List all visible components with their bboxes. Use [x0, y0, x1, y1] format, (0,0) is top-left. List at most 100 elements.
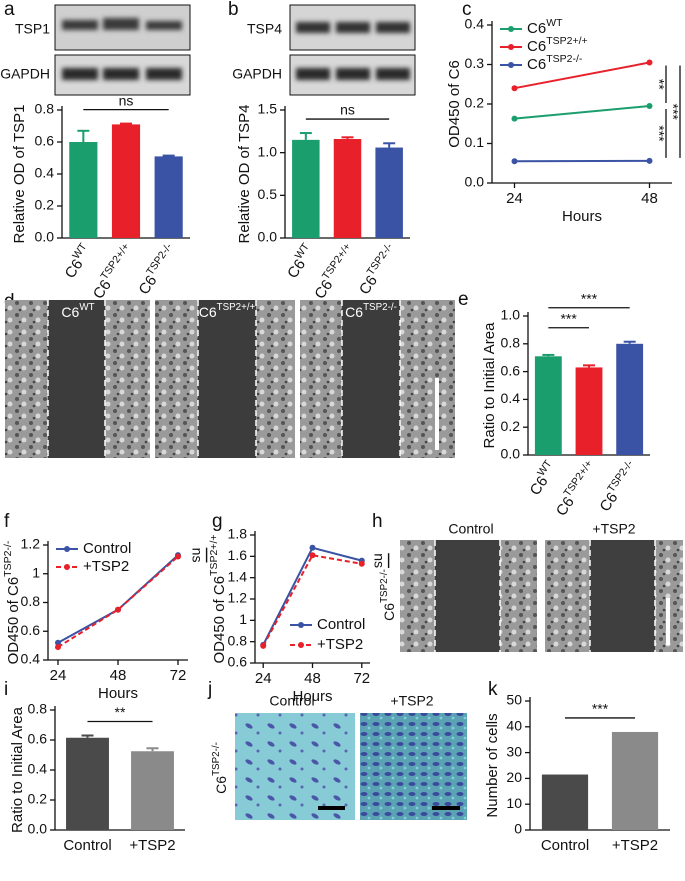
- x-axis-label: Hours: [562, 208, 602, 225]
- legend-label: Control: [83, 540, 131, 557]
- y-tick-label: 30: [506, 743, 522, 759]
- bar: [131, 751, 174, 830]
- column-label: C6TSP2-/-: [345, 302, 397, 320]
- y-tick-label: 1.2: [228, 590, 248, 606]
- bar: [111, 124, 141, 238]
- x-tick-label: 48: [304, 670, 321, 687]
- x-tick-label: C6WT: [59, 241, 96, 282]
- data-point: [511, 158, 518, 165]
- y-axis-label: Ratio to Initial Area: [481, 322, 498, 449]
- data-point: [646, 102, 653, 109]
- data-point: [55, 639, 61, 646]
- data-point: [646, 157, 653, 164]
- x-tick-label: 48: [110, 667, 127, 684]
- x-tick-label-base: C6: [62, 256, 87, 281]
- y-tick-label: 0.8: [228, 632, 248, 648]
- data-point: [511, 115, 518, 122]
- bar: [534, 356, 562, 455]
- y-tick-label: 0.8: [35, 101, 55, 117]
- y-tick-label: 0.4: [501, 390, 521, 406]
- series-line: [262, 554, 362, 647]
- y-tick-label: 10: [506, 795, 522, 811]
- legend-marker: [64, 546, 70, 552]
- legend-label: +TSP2: [83, 558, 129, 575]
- x-tick-label-sup: TSP2+/+: [561, 458, 595, 499]
- y-tick-label: 0.1: [465, 134, 485, 150]
- legend-label-base: C6: [527, 56, 546, 73]
- column-label-base: C6: [345, 304, 363, 320]
- y-tick-label: 0.6: [28, 731, 48, 747]
- significance-label: ***: [592, 701, 609, 717]
- legend-label-base: C6: [527, 38, 546, 55]
- panel-label: i: [4, 679, 8, 700]
- y-axis-label: OD450 of C6TSP2+/+: [208, 535, 228, 664]
- x-tick-label-sup: TSP2-/-: [364, 241, 395, 278]
- legend-marker: [508, 26, 514, 32]
- y-axis-label-base: OD450 of C6: [211, 576, 228, 664]
- data-point: [115, 606, 121, 613]
- y-tick-label: 0.6: [21, 622, 41, 638]
- series-line: [57, 555, 179, 648]
- data-point: [309, 552, 316, 559]
- x-tick-label: +TSP2: [612, 837, 658, 854]
- bar: [333, 139, 362, 238]
- x-tick-label-base: C6: [356, 272, 381, 297]
- significance-label: ns: [340, 102, 355, 118]
- legend-marker: [298, 622, 304, 628]
- panel-label: a: [4, 0, 15, 20]
- bar: [69, 142, 98, 238]
- bar: [292, 139, 320, 238]
- x-tick-label: C6TSP2+/+: [550, 458, 601, 519]
- row-label-base: C6: [213, 776, 229, 794]
- legend-marker: [64, 564, 70, 570]
- x-tick-label: C6TSP2-/-: [133, 241, 182, 298]
- data-point: [511, 85, 518, 92]
- y-tick-label: 0.8: [21, 593, 41, 609]
- y-axis-label: Relative OD of TSP1: [11, 105, 28, 244]
- column-label-sup: TSP2-/-: [363, 302, 397, 313]
- blot-label: TSP1: [15, 21, 50, 37]
- x-tick-label-sup: TSP2+/+: [98, 241, 132, 282]
- significance-label: ***: [665, 104, 681, 121]
- y-tick-label: 1.6: [228, 547, 248, 563]
- bar: [575, 367, 603, 455]
- series-line: [514, 104, 650, 120]
- panel-label: e: [458, 289, 469, 310]
- x-tick-label-base: C6: [527, 473, 552, 498]
- legend-label-sup: TSP2-/-: [546, 53, 583, 65]
- significance-label: ***: [560, 310, 577, 326]
- y-tick-label: 1.4: [228, 568, 248, 584]
- blot-label: GAPDH: [0, 66, 50, 82]
- y-axis-label-sup: TSP2-/-: [2, 540, 14, 577]
- bar: [375, 147, 403, 238]
- legend-label: Control: [317, 616, 365, 633]
- y-tick-label: 0.6: [228, 654, 248, 670]
- x-tick-label: C6TSP2-/-: [594, 458, 643, 515]
- y-tick-label: 1.0: [501, 307, 521, 323]
- data-point: [260, 642, 267, 649]
- row-label-sup: TSP2-/-: [211, 742, 222, 776]
- panel-label: k: [488, 679, 498, 700]
- significance-label: ***: [581, 290, 598, 306]
- x-tick-label: C6TSP2-/-: [353, 241, 402, 298]
- bar: [616, 343, 644, 455]
- legend-label: +TSP2: [317, 636, 363, 653]
- column-label-base: C6: [199, 304, 217, 320]
- significance-label: ns: [371, 553, 387, 568]
- x-tick-label: 24: [255, 670, 272, 687]
- x-tick-label: 72: [353, 670, 370, 687]
- legend-label-sup: TSP2+/+: [546, 35, 587, 47]
- y-tick-label: 0: [514, 821, 522, 837]
- wound-images: [400, 540, 683, 652]
- column-label-base: C6: [61, 304, 79, 320]
- y-axis-label-sup: TSP2+/+: [208, 535, 220, 576]
- y-tick-label: 1.8: [228, 526, 248, 542]
- y-tick-label: 50: [506, 692, 522, 708]
- y-tick-label: 0.0: [501, 446, 521, 462]
- data-point: [358, 560, 365, 567]
- x-tick-label: C6TSP2+/+: [309, 241, 360, 302]
- x-tick-label: Control: [63, 837, 111, 854]
- y-tick-label: 1: [32, 564, 40, 580]
- significance-label: ns: [119, 92, 134, 108]
